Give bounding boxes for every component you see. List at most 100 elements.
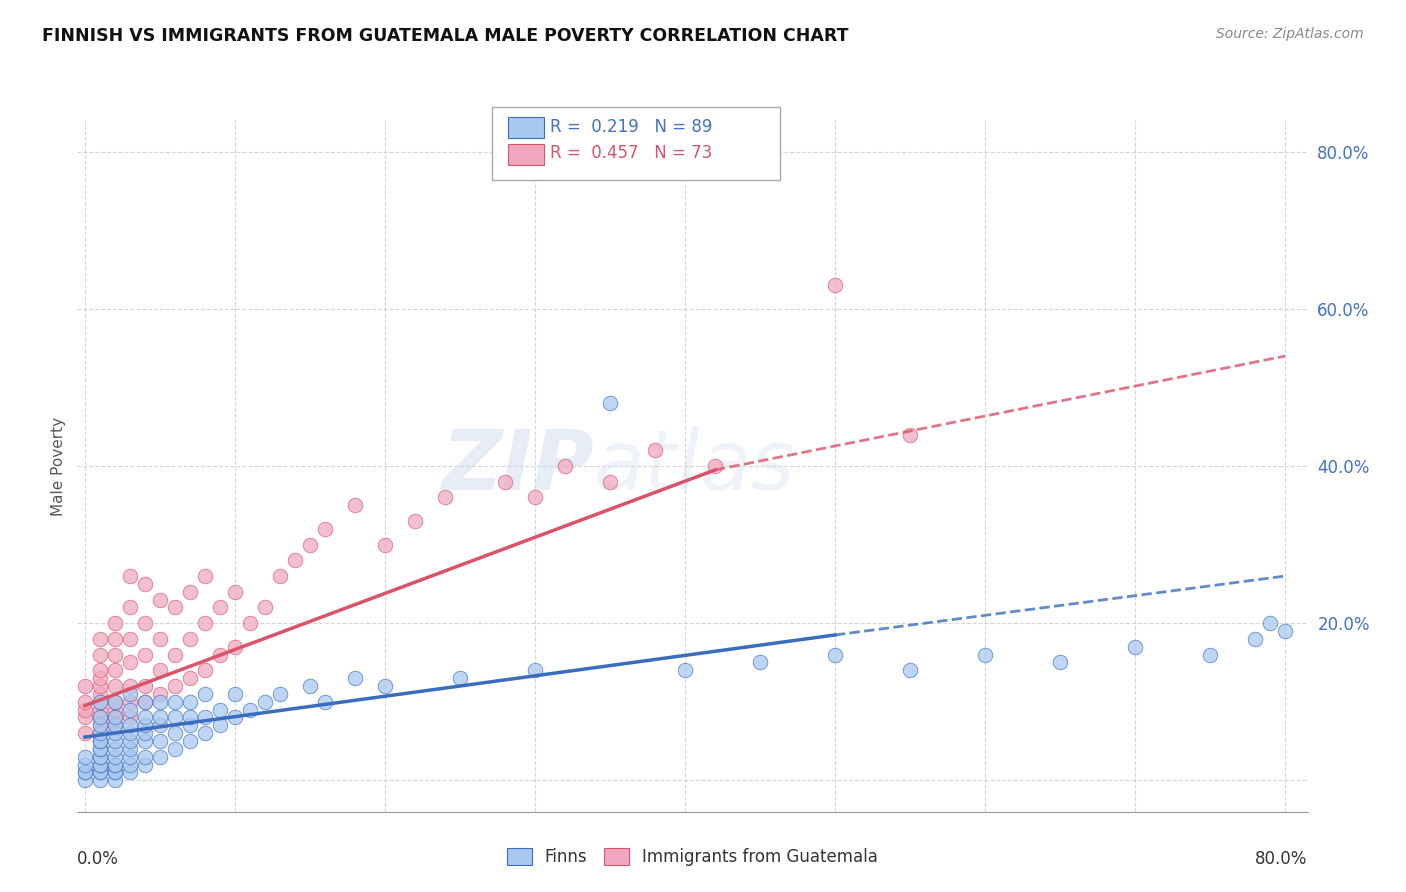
Point	[89, 734, 111, 748]
Point	[239, 616, 262, 631]
Point	[239, 703, 262, 717]
Point	[194, 616, 217, 631]
Point	[104, 757, 127, 772]
Point	[224, 584, 246, 599]
Point	[89, 671, 111, 685]
Point	[134, 734, 156, 748]
Point	[118, 632, 141, 646]
Point	[149, 592, 172, 607]
Point	[269, 687, 291, 701]
Point	[89, 757, 111, 772]
Point	[179, 632, 201, 646]
Point	[89, 663, 111, 677]
Point	[104, 718, 127, 732]
Point	[118, 703, 141, 717]
Point	[163, 742, 186, 756]
Point	[704, 458, 727, 473]
Point	[599, 396, 621, 410]
Point	[73, 765, 96, 780]
Point	[284, 553, 307, 567]
Point	[89, 742, 111, 756]
Point	[298, 679, 321, 693]
Point	[179, 671, 201, 685]
Point	[118, 695, 141, 709]
Point	[163, 648, 186, 662]
Point	[89, 742, 111, 756]
Point	[89, 757, 111, 772]
Point	[104, 632, 127, 646]
Point	[104, 757, 127, 772]
Point	[89, 749, 111, 764]
Point	[269, 569, 291, 583]
Point	[163, 710, 186, 724]
Point	[208, 718, 231, 732]
Point	[749, 656, 772, 670]
Point	[343, 499, 366, 513]
Point	[208, 703, 231, 717]
Point	[224, 640, 246, 654]
Point	[1258, 616, 1281, 631]
Point	[73, 726, 96, 740]
Point	[134, 577, 156, 591]
Point	[163, 695, 186, 709]
Point	[73, 695, 96, 709]
Point	[194, 569, 217, 583]
Legend: Finns, Immigrants from Guatemala: Finns, Immigrants from Guatemala	[501, 841, 884, 872]
Point	[179, 734, 201, 748]
Point	[118, 718, 141, 732]
Point	[118, 710, 141, 724]
Point	[898, 427, 921, 442]
Point	[149, 632, 172, 646]
Point	[134, 757, 156, 772]
Point	[104, 648, 127, 662]
Point	[149, 687, 172, 701]
Point	[1049, 656, 1071, 670]
Point	[118, 765, 141, 780]
Point	[149, 734, 172, 748]
Point	[104, 765, 127, 780]
Point	[343, 671, 366, 685]
Point	[89, 726, 111, 740]
Point	[149, 718, 172, 732]
Point	[73, 757, 96, 772]
Point	[89, 710, 111, 724]
Point	[1244, 632, 1267, 646]
Point	[494, 475, 516, 489]
Point	[134, 695, 156, 709]
Point	[898, 663, 921, 677]
Point	[824, 278, 846, 293]
Point	[523, 491, 546, 505]
Point	[149, 695, 172, 709]
Point	[89, 648, 111, 662]
Point	[89, 718, 111, 732]
Point	[179, 695, 201, 709]
Point	[89, 679, 111, 693]
Point	[118, 687, 141, 701]
Point	[104, 726, 127, 740]
Point	[644, 443, 666, 458]
Point	[134, 616, 156, 631]
Point	[179, 710, 201, 724]
Point	[73, 773, 96, 788]
Point	[554, 458, 576, 473]
Point	[134, 710, 156, 724]
Point	[298, 538, 321, 552]
Point	[118, 679, 141, 693]
Point	[208, 600, 231, 615]
Point	[89, 703, 111, 717]
Point	[179, 584, 201, 599]
Point	[89, 734, 111, 748]
Point	[89, 695, 111, 709]
Point	[194, 687, 217, 701]
Point	[89, 773, 111, 788]
Point	[163, 726, 186, 740]
Text: ZIP: ZIP	[441, 425, 595, 507]
Point	[104, 773, 127, 788]
Point	[104, 663, 127, 677]
Point	[149, 710, 172, 724]
Text: 80.0%: 80.0%	[1256, 850, 1308, 868]
Point	[1199, 648, 1222, 662]
Point	[134, 718, 156, 732]
Point	[208, 648, 231, 662]
Point	[89, 765, 111, 780]
